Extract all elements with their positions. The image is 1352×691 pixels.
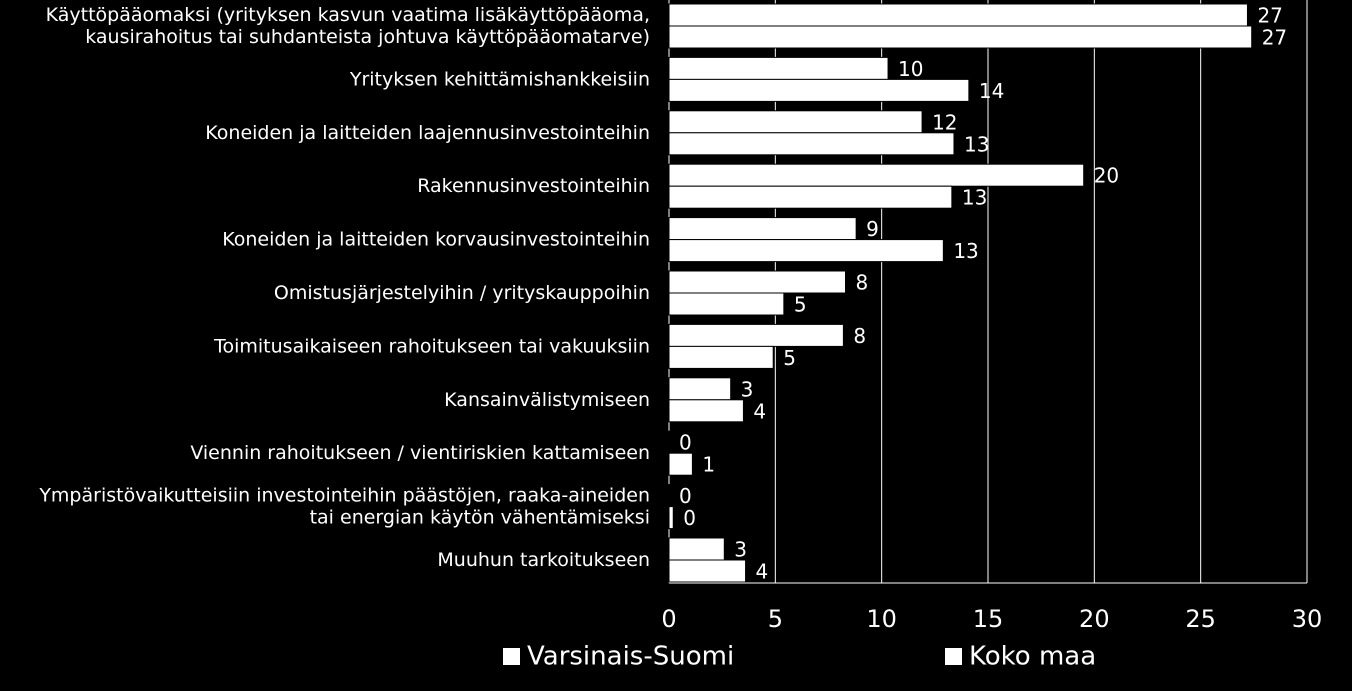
x-axis: 0 5 10 15 20 25 30	[661, 605, 1322, 633]
value-label-koko-maa-3: 13	[962, 186, 987, 210]
category-label-6: Toimitusaikaiseen rahoitukseen tai vakuu…	[213, 335, 650, 357]
value-label-varsinais-suomi-0: 27	[1257, 4, 1282, 28]
bar-varsinais-suomi-0	[668, 3, 1248, 27]
value-label-varsinais-suomi-7: 3	[741, 377, 754, 401]
category-label-4: Koneiden ja laitteiden korvausinvestoint…	[222, 228, 650, 250]
x-tick-label-10: 10	[866, 605, 897, 633]
value-label-koko-maa-4: 13	[953, 239, 978, 263]
value-label-varsinais-suomi-1: 10	[898, 57, 923, 81]
bar-koko-maa-10	[668, 559, 747, 583]
value-label-koko-maa-5: 5	[794, 293, 807, 317]
legend-swatch-koko-maa	[945, 648, 962, 665]
value-label-koko-maa-0: 27	[1262, 26, 1287, 50]
bar-koko-maa-7	[668, 399, 744, 423]
bar-koko-maa-0	[668, 25, 1253, 49]
bar-koko-maa-1	[668, 78, 970, 102]
bar-varsinais-suomi-6	[668, 323, 844, 347]
x-tick-label-30: 30	[1292, 605, 1323, 633]
category-label-8: Viennin rahoitukseen / vientiriskien kat…	[190, 442, 650, 464]
value-label-koko-maa-1: 14	[979, 79, 1004, 103]
category-label-10: Muuhun tarkoitukseen	[437, 549, 650, 571]
x-tick-label-5: 5	[768, 605, 783, 633]
bar-koko-maa-8	[668, 452, 693, 476]
bar-varsinais-suomi-5	[668, 270, 847, 294]
legend-label-varsinais-suomi: Varsinais-Suomi	[527, 642, 734, 672]
bar-varsinais-suomi-10	[668, 537, 725, 561]
value-label-varsinais-suomi-8: 0	[679, 431, 692, 455]
value-label-varsinais-suomi-4: 9	[866, 217, 879, 241]
bar-varsinais-suomi-4	[668, 217, 857, 241]
category-label-3: Rakennusinvestointeihin	[417, 175, 650, 197]
value-label-koko-maa-9: 0	[683, 506, 696, 530]
bar-varsinais-suomi-3	[668, 163, 1085, 187]
bar-varsinais-suomi-9	[668, 484, 670, 508]
bar-koko-maa-5	[668, 292, 785, 316]
bar-varsinais-suomi-1	[668, 56, 889, 80]
value-label-koko-maa-2: 13	[964, 132, 989, 156]
value-label-koko-maa-8: 1	[702, 453, 715, 477]
x-tick-label-20: 20	[1079, 605, 1110, 633]
category-label-1: Yrityksen kehittämishankkeisiin	[349, 68, 650, 90]
x-tick-label-15: 15	[973, 605, 1004, 633]
bar-varsinais-suomi-8	[668, 430, 670, 454]
category-label-7: Kansainvälistymiseen	[444, 388, 650, 410]
category-label-9: Ympäristövaikutteisiin investointeihin p…	[38, 484, 650, 528]
value-label-koko-maa-6: 5	[783, 346, 796, 370]
value-label-varsinais-suomi-9: 0	[679, 484, 692, 508]
legend-label-koko-maa: Koko maa	[969, 642, 1096, 672]
legend: Varsinais-Suomi Koko maa	[503, 642, 1096, 672]
category-label-5: Omistusjärjestelyihin / yrityskauppoihin	[274, 282, 650, 304]
bar-koko-maa-4	[668, 239, 944, 263]
value-label-varsinais-suomi-5: 8	[856, 271, 869, 295]
category-label-2: Koneiden ja laitteiden laajennusinvestoi…	[205, 121, 650, 143]
bar-koko-maa-2	[668, 132, 955, 156]
x-tick-label-25: 25	[1185, 605, 1216, 633]
bar-varsinais-suomi-2	[668, 110, 923, 134]
value-label-koko-maa-7: 4	[753, 399, 766, 423]
value-label-varsinais-suomi-6: 8	[853, 324, 866, 348]
value-label-varsinais-suomi-2: 12	[932, 110, 957, 134]
bar-varsinais-suomi-7	[668, 377, 732, 401]
x-tick-label-0: 0	[661, 605, 676, 633]
value-label-varsinais-suomi-10: 3	[734, 538, 747, 562]
category-label-0: Käyttöpääomaksi (yrityksen kasvun vaatim…	[46, 4, 650, 48]
legend-swatch-varsinais-suomi	[503, 648, 520, 665]
category-labels: Käyttöpääomaksi (yrityksen kasvun vaatim…	[38, 4, 650, 571]
bar-koko-maa-9	[668, 506, 674, 530]
value-label-varsinais-suomi-3: 20	[1094, 164, 1119, 188]
bar-koko-maa-6	[668, 345, 774, 369]
bar-koko-maa-3	[668, 185, 953, 209]
bars	[668, 3, 1253, 583]
value-label-koko-maa-10: 4	[756, 560, 769, 584]
